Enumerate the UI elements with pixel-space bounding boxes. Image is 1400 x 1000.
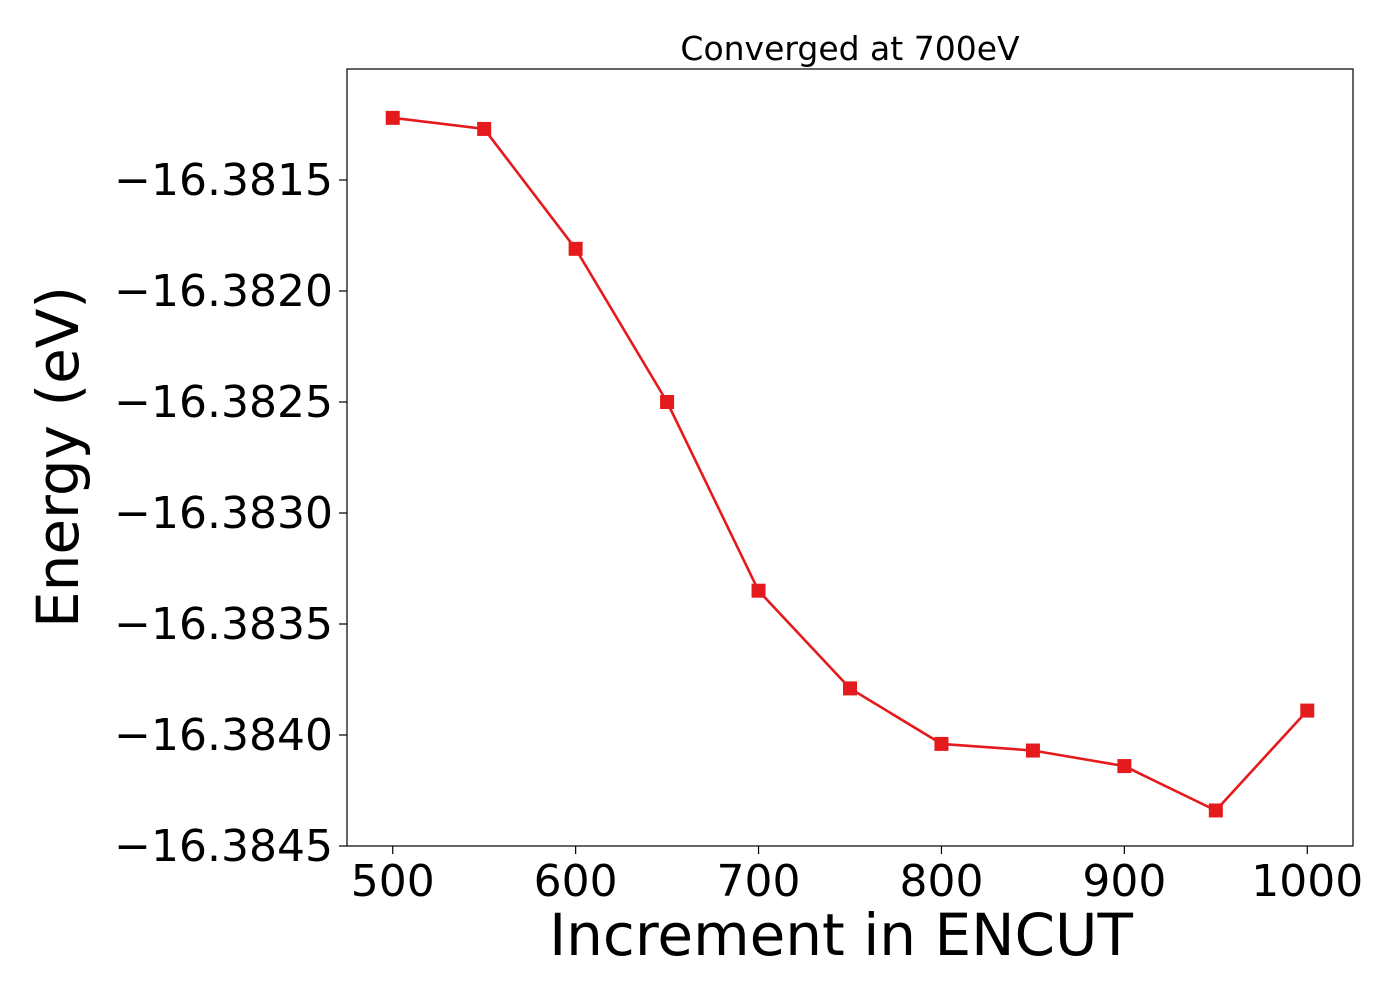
chart-title: Converged at 700eV: [680, 29, 1020, 68]
y-tick-label: −16.3835: [114, 599, 333, 650]
x-tick-label: 1000: [1251, 856, 1363, 907]
y-tick-label: −16.3825: [114, 377, 333, 428]
x-tick-label: 500: [351, 856, 435, 907]
y-tick-label: −16.3830: [114, 488, 333, 539]
plot-frame: [346, 68, 1354, 847]
y-tick-label: −16.3820: [114, 266, 333, 317]
data-point: [843, 681, 857, 696]
x-tick-label: 700: [717, 856, 801, 907]
data-point: [385, 110, 400, 125]
plot-background: [347, 69, 1353, 846]
x-tick-label: 800: [899, 856, 983, 907]
data-point: [751, 583, 766, 598]
data-point: [568, 241, 583, 256]
x-axis-ticks: 500 600 700 800 900 1000: [351, 846, 1363, 907]
data-point: [1025, 743, 1040, 758]
x-tick-label: 900: [1082, 856, 1166, 907]
y-tick-label: −16.3840: [114, 710, 333, 761]
data-point: [1117, 759, 1132, 774]
data-point: [1208, 803, 1223, 818]
x-axis-label: Increment in ENCUT: [549, 901, 1133, 969]
data-point: [660, 395, 675, 409]
y-axis-label: Energy (eV): [24, 286, 92, 628]
y-tick-label: −16.3815: [114, 155, 333, 206]
data-point: [477, 121, 492, 136]
x-tick-label: 600: [534, 856, 618, 907]
y-axis-ticks: −16.3845 −16.3840 −16.3835 −16.3830 −16.3825…: [114, 155, 347, 872]
series-layer: [385, 110, 1315, 818]
data-point: [1300, 703, 1315, 718]
data-point: [934, 736, 949, 751]
y-tick-label: −16.3845: [114, 821, 333, 872]
